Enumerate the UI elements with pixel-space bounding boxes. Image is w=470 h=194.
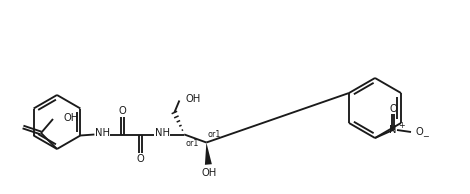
- Text: N: N: [389, 125, 397, 135]
- Text: +: +: [398, 120, 405, 130]
- Polygon shape: [205, 143, 212, 165]
- Text: or1: or1: [185, 139, 199, 148]
- Text: NH: NH: [95, 127, 110, 138]
- Text: O: O: [389, 104, 397, 114]
- Text: NH: NH: [155, 127, 170, 138]
- Text: OH: OH: [185, 94, 201, 104]
- Text: O: O: [118, 106, 126, 115]
- Text: O: O: [136, 153, 144, 164]
- Text: or1: or1: [207, 130, 221, 139]
- Text: OH: OH: [63, 113, 78, 123]
- Text: O: O: [416, 127, 424, 137]
- Text: OH: OH: [202, 167, 217, 178]
- Text: −: −: [422, 133, 429, 141]
